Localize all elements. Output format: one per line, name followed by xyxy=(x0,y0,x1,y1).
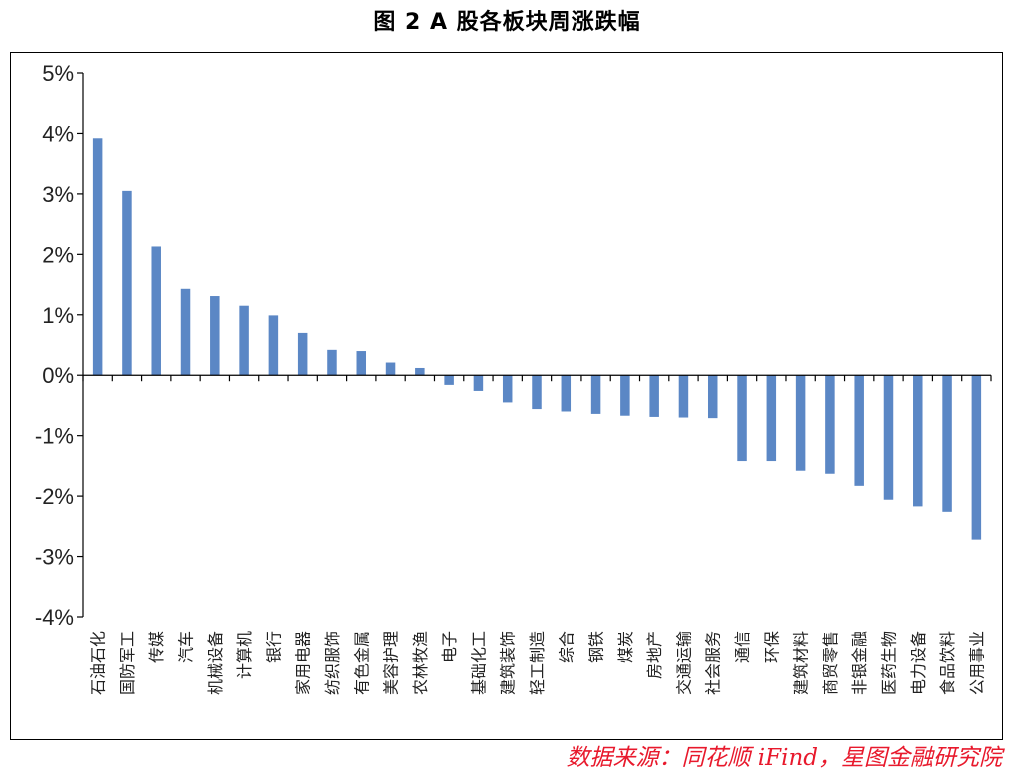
y-tick-label: 2% xyxy=(42,242,74,267)
x-tick-label: 石油石化 xyxy=(89,631,108,695)
x-tick-label: 环保 xyxy=(762,631,781,663)
bar xyxy=(502,375,513,403)
bar xyxy=(239,305,249,376)
x-axis xyxy=(82,374,992,382)
bar xyxy=(620,375,630,416)
bar xyxy=(92,138,103,376)
bar xyxy=(327,349,337,376)
bars xyxy=(92,138,982,540)
bar xyxy=(590,375,601,414)
x-tick-label: 机械设备 xyxy=(206,631,225,695)
x-tick-label: 建筑装饰 xyxy=(499,631,518,695)
x-tick-label: 通信 xyxy=(733,631,752,663)
x-tick-label: 传媒 xyxy=(147,631,166,663)
bar xyxy=(180,288,191,376)
bar xyxy=(737,375,747,462)
bar xyxy=(356,351,367,376)
bar xyxy=(297,332,308,376)
x-tick-label: 综合 xyxy=(557,631,576,663)
x-tick-label: 食品饮料 xyxy=(938,631,957,695)
x-tick-label: 美容护理 xyxy=(382,631,401,695)
y-tick-label: 5% xyxy=(42,61,74,86)
y-tick-label: -3% xyxy=(35,545,74,570)
bar xyxy=(707,375,718,419)
x-tick-label: 非银金融 xyxy=(850,631,869,695)
bar xyxy=(825,375,835,474)
x-tick-label: 家用电器 xyxy=(294,631,313,695)
y-tick-label: 4% xyxy=(42,121,74,146)
x-tick-label: 社会服务 xyxy=(704,631,723,695)
x-tick-label: 基础化工 xyxy=(469,631,488,695)
bar xyxy=(678,375,689,418)
bar xyxy=(122,190,132,376)
bar xyxy=(561,375,572,412)
source-note: 数据来源：同花顺 iFind，星图金融研究院 xyxy=(566,745,1002,771)
x-tick-label: 商贸零售 xyxy=(821,631,840,695)
bar xyxy=(766,375,777,462)
bar xyxy=(415,367,425,376)
bar xyxy=(795,375,806,471)
x-tick-label: 公用事业 xyxy=(967,631,986,695)
bar xyxy=(210,296,220,376)
x-tick-labels: 石油石化 国防军工 传媒 汽车 机械设备 计算机 银行 家用电器 纺织服饰 有色金属 美容护理 农林牧… xyxy=(89,631,987,695)
y-tick-label: 0% xyxy=(42,363,74,388)
bar xyxy=(268,315,279,376)
y-tick-label: -4% xyxy=(35,605,74,630)
bar xyxy=(942,375,952,512)
y-tick-label: -1% xyxy=(35,424,74,449)
x-tick-label: 煤炭 xyxy=(616,631,635,663)
x-tick-label: 医药生物 xyxy=(879,631,898,695)
x-tick-label: 钢铁 xyxy=(587,631,606,663)
x-tick-label: 有色金属 xyxy=(352,631,371,695)
chart-title: 图 2 A 股各板块周涨跌幅 xyxy=(373,10,641,35)
x-tick-label: 电力设备 xyxy=(909,631,928,695)
bar-chart: 5% 4% 3% 2% 1% 0% -1% -2% -3% -4% 石油石化 国防军工 传媒 汽车 机械设… xyxy=(35,61,992,695)
y-tick-label: -2% xyxy=(35,484,74,509)
bar xyxy=(649,375,659,417)
x-tick-label: 银行 xyxy=(264,631,283,663)
x-tick-label: 汽车 xyxy=(177,631,196,663)
bar xyxy=(913,375,923,507)
bar xyxy=(883,375,894,500)
bar xyxy=(971,375,982,540)
x-tick-label: 电子 xyxy=(440,631,459,663)
x-tick-label: 农林牧渔 xyxy=(411,631,430,695)
bar xyxy=(444,375,454,385)
bar xyxy=(385,362,396,376)
bar xyxy=(854,375,864,486)
y-tick-label: 3% xyxy=(42,182,74,207)
bar xyxy=(151,246,161,376)
chart-frame: 5% 4% 3% 2% 1% 0% -1% -2% -3% -4% 石油石化 国防军工 传媒 汽车 机械设… xyxy=(10,52,1003,740)
x-tick-label: 轻工制造 xyxy=(528,631,547,695)
x-tick-label: 纺织服饰 xyxy=(323,631,342,695)
x-tick-label: 国防军工 xyxy=(118,631,137,695)
y-tick-label: 1% xyxy=(42,303,74,328)
bar xyxy=(473,375,484,391)
y-axis: 5% 4% 3% 2% 1% 0% -1% -2% -3% -4% xyxy=(35,61,84,630)
bar xyxy=(532,375,542,410)
x-tick-label: 房地产 xyxy=(645,631,664,679)
x-tick-label: 计算机 xyxy=(235,631,254,679)
x-tick-label: 建筑材料 xyxy=(792,631,811,695)
x-tick-label: 交通运输 xyxy=(674,631,693,695)
